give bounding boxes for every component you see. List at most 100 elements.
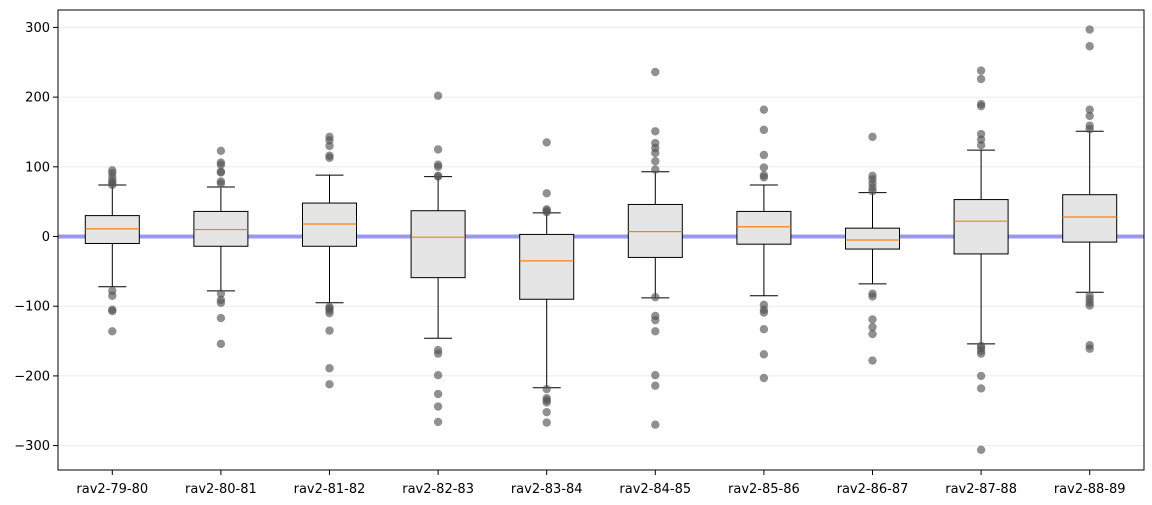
outlier-point (542, 407, 551, 417)
y-tick-label: 200 (25, 91, 50, 106)
outlier-point (759, 350, 769, 359)
outlier-point (325, 380, 334, 389)
outlier-point (108, 327, 117, 336)
outlier-point (433, 349, 443, 358)
outlier-point (542, 384, 551, 394)
outlier-point (1085, 105, 1094, 114)
y-tick-label: 0 (42, 230, 50, 245)
y-tick-label: −100 (14, 300, 50, 315)
outlier-point (542, 207, 551, 217)
outlier-point (433, 91, 443, 100)
outlier-point (216, 289, 226, 298)
box-rav2-85-86 (736, 184, 792, 297)
outlier-point (433, 417, 443, 427)
iqr-box (1062, 194, 1118, 243)
outlier-point (325, 364, 334, 373)
outlier-point (651, 315, 660, 325)
x-axis: rav2-79-80 rav2-80-81 rav2-81-82 rav2-82-83… (76, 470, 1126, 497)
box-rav2-81-82 (302, 174, 357, 304)
outlier-point (433, 389, 443, 399)
outlier-point (651, 165, 660, 174)
outlier-point (325, 153, 334, 162)
iqr-box (193, 210, 249, 247)
outlier-point (216, 313, 226, 323)
outlier-point (542, 189, 551, 198)
outliers (108, 25, 1094, 454)
outlier-point (216, 168, 226, 177)
x-tick-label: rav2-86-87 (837, 482, 909, 497)
outlier-point (976, 74, 986, 84)
iqr-box (519, 233, 575, 300)
iqr-box (845, 227, 900, 250)
outlier-point (325, 326, 334, 335)
outlier-point (759, 325, 769, 334)
outlier-point (976, 66, 986, 75)
outlier-point (868, 322, 877, 332)
outlier-point (1085, 25, 1094, 34)
outlier-point (325, 141, 334, 151)
outlier-point (759, 173, 769, 182)
outlier-point (651, 148, 660, 158)
outlier-point (1085, 301, 1094, 310)
plot-area-frame (57, 9, 1145, 471)
y-axis: 300 200 100 0 −100 −200 −300 (14, 21, 58, 454)
outlier-point (1085, 42, 1094, 51)
outlier-point (651, 420, 660, 429)
iqr-box (736, 210, 792, 245)
iqr-box (953, 199, 1009, 255)
outlier-point (868, 356, 877, 365)
outlier-point (976, 445, 986, 454)
outlier-point (108, 291, 117, 300)
outlier-point (216, 179, 226, 188)
y-tick-label: −300 (14, 439, 50, 454)
box-rav2-82-83 (410, 176, 466, 339)
outlier-point (868, 292, 877, 301)
outlier-point (216, 298, 226, 307)
outlier-point (868, 329, 877, 339)
outlier-point (868, 132, 877, 142)
box-rav2-88-89 (1062, 130, 1118, 293)
y-tick-label: 100 (25, 160, 50, 175)
outlier-point (976, 141, 986, 150)
x-tick-label: rav2-85-86 (728, 482, 800, 497)
outlier-point (651, 292, 660, 302)
x-tick-label: rav2-87-88 (945, 482, 1017, 497)
outlier-point (651, 327, 660, 336)
outlier-point (433, 371, 443, 380)
outlier-point (433, 162, 443, 172)
outlier-point (976, 349, 986, 358)
x-tick-label: rav2-88-89 (1054, 482, 1126, 497)
outlier-point (868, 315, 877, 324)
box-rav2-83-84 (519, 212, 575, 389)
outlier-point (1085, 111, 1094, 121)
y-tick-label: −200 (14, 369, 50, 384)
outlier-point (216, 146, 226, 155)
iqr-box (302, 202, 357, 247)
x-tick-label: rav2-84-85 (619, 482, 691, 497)
outlier-point (976, 384, 986, 393)
outlier-point (651, 127, 660, 136)
outlier-point (759, 373, 769, 383)
outlier-point (651, 157, 660, 166)
outlier-point (976, 371, 986, 381)
outlier-point (868, 187, 877, 196)
outlier-point (976, 101, 986, 111)
x-tick-label: rav2-82-83 (402, 482, 474, 497)
x-tick-label: rav2-80-81 (185, 482, 257, 497)
outlier-point (216, 339, 226, 349)
outlier-point (108, 180, 117, 190)
outlier-point (108, 306, 117, 316)
outlier-point (651, 371, 660, 380)
y-tick-label: 300 (25, 21, 50, 36)
outlier-point (1085, 124, 1094, 134)
x-tick-label: rav2-83-84 (511, 482, 583, 497)
outlier-point (433, 402, 443, 411)
outlier-point (542, 138, 551, 147)
outlier-point (759, 105, 769, 114)
outlier-point (542, 398, 551, 407)
iqr-box (410, 210, 466, 279)
outlier-point (651, 67, 660, 77)
outlier-point (542, 418, 551, 427)
x-tick-label: rav2-81-82 (294, 482, 366, 497)
